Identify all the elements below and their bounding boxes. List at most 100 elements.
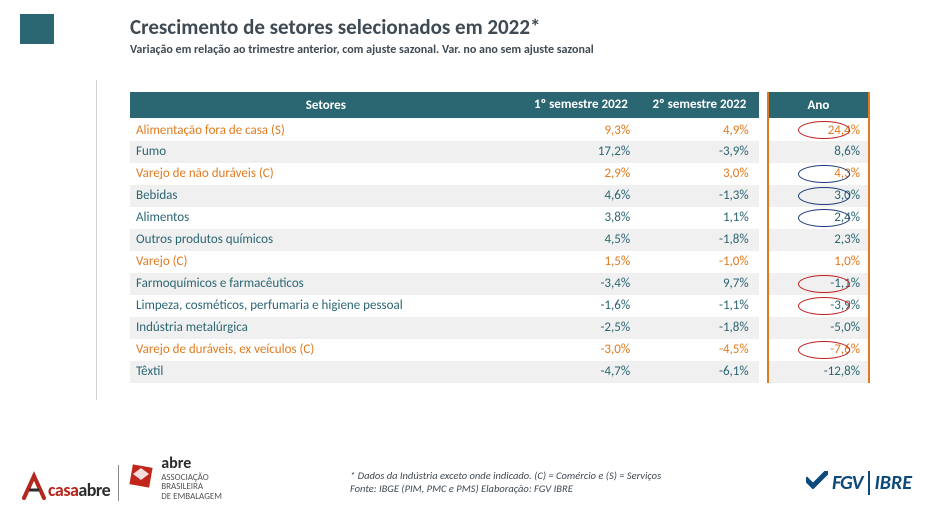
table-row: Varejo de duráveis, ex veículos (C)-3,0%… xyxy=(130,339,870,361)
logo-divider xyxy=(118,465,119,501)
cell-s1: 4,5% xyxy=(522,229,641,251)
sector-growth-table: Setores 1º semestre 2022 2º semestre 202… xyxy=(130,92,870,383)
vertical-divider xyxy=(96,80,97,400)
cell-s1: -1,6% xyxy=(522,295,641,317)
col-header-s1: 1º semestre 2022 xyxy=(522,92,641,119)
cell-label: Bebidas xyxy=(130,185,522,207)
cell-gap xyxy=(759,295,767,317)
cell-s1: 2,9% xyxy=(522,163,641,185)
cell-s1: -3,4% xyxy=(522,273,641,295)
cell-label: Farmoquímicos e farmacêuticos xyxy=(130,273,522,295)
cell-ano: -1,1% xyxy=(767,273,870,295)
abre-name: abre xyxy=(161,456,222,473)
table-row: Alimentos3,8%1,1% 2,4% xyxy=(130,207,870,229)
cell-ano: -3,9% xyxy=(767,295,870,317)
col-header-ano: Ano xyxy=(767,92,870,119)
table-row: Fumo17,2%-3,9%8,6% xyxy=(130,141,870,163)
cell-gap xyxy=(759,119,767,141)
cell-label: Varejo de duráveis, ex veículos (C) xyxy=(130,339,522,361)
casa-text: casa xyxy=(48,479,78,501)
cell-s1: 3,8% xyxy=(522,207,641,229)
table-row: Alimentação fora de casa (S)9,3%4,9% 24,4… xyxy=(130,119,870,141)
cell-s1: -2,5% xyxy=(522,317,641,339)
table-row: Farmoquímicos e farmacêuticos-3,4%9,7% -1… xyxy=(130,273,870,295)
cell-gap xyxy=(759,229,767,251)
cell-gap xyxy=(759,185,767,207)
col-header-s2: 2º semestre 2022 xyxy=(640,92,759,119)
cell-gap xyxy=(759,361,767,383)
cell-s2: -1,8% xyxy=(640,229,759,251)
cell-gap xyxy=(759,251,767,273)
table-row: Limpeza, cosméticos, perfumaria e higien… xyxy=(130,295,870,317)
cell-label: Alimentos xyxy=(130,207,522,229)
abre-sub3: DE EMBALAGEM xyxy=(161,491,222,502)
footnote-line2: Fonte: IBGE (PIM, PMC e PMS) Elaboração:… xyxy=(350,482,661,495)
table-row: Varejo de não duráveis (C)2,9%3,0% 4,3% xyxy=(130,163,870,185)
logos-left: casaabre abre ASSOCIAÇÃO BRASILEIRA DE E… xyxy=(20,456,222,501)
cell-s2: -1,1% xyxy=(640,295,759,317)
cell-ano: 2,3% xyxy=(767,229,870,251)
abre-cube-icon xyxy=(127,462,155,495)
cell-ano: 4,3% xyxy=(767,163,870,185)
cell-s2: 3,0% xyxy=(640,163,759,185)
table-row: Outros produtos químicos4,5%-1,8% 2,3% xyxy=(130,229,870,251)
cell-gap xyxy=(759,207,767,229)
table-header-row: Setores 1º semestre 2022 2º semestre 202… xyxy=(130,92,870,119)
page-subtitle: Variação em relação ao trimestre anterio… xyxy=(130,43,892,57)
cell-s2: -3,9% xyxy=(640,141,759,163)
cell-s1: 17,2% xyxy=(522,141,641,163)
table-row: Indústria metalúrgica-2,5%-1,8% -5,0% xyxy=(130,317,870,339)
fgv-text: FGV xyxy=(832,471,863,495)
cell-label: Varejo (C) xyxy=(130,251,522,273)
table-row: Varejo (C)1,5%-1,0%1,0% xyxy=(130,251,870,273)
cell-label: Varejo de não duráveis (C) xyxy=(130,163,522,185)
cell-label: Fumo xyxy=(130,141,522,163)
cell-ano: -12,8% xyxy=(767,361,870,383)
cell-label: Alimentação fora de casa (S) xyxy=(130,119,522,141)
casa-abre-icon xyxy=(20,470,48,501)
cell-s2: 9,7% xyxy=(640,273,759,295)
cell-s2: -1,3% xyxy=(640,185,759,207)
footer: casaabre abre ASSOCIAÇÃO BRASILEIRA DE E… xyxy=(20,453,912,501)
logo-casa-abre: casaabre xyxy=(20,470,110,501)
abre-text: abre xyxy=(78,479,110,501)
decorative-block xyxy=(20,14,54,44)
table-row: Bebidas4,6%-1,3% 3,0% xyxy=(130,185,870,207)
cell-ano: -7,6% xyxy=(767,339,870,361)
col-gap xyxy=(759,92,767,119)
cell-s2: 1,1% xyxy=(640,207,759,229)
page-title: Crescimento de setores selecionados em 2… xyxy=(130,14,892,40)
cell-gap xyxy=(759,163,767,185)
header: Crescimento de setores selecionados em 2… xyxy=(130,14,892,57)
cell-label: Limpeza, cosméticos, perfumaria e higien… xyxy=(130,295,522,317)
logo-fgv-ibre: FGV IBRE xyxy=(806,471,912,495)
cell-s1: 4,6% xyxy=(522,185,641,207)
cell-s1: 1,5% xyxy=(522,251,641,273)
cell-s1: -4,7% xyxy=(522,361,641,383)
cell-s2: -1,8% xyxy=(640,317,759,339)
cell-gap xyxy=(759,141,767,163)
footnote-line1: * Dados da Indústria exceto onde indicad… xyxy=(350,469,661,482)
cell-gap xyxy=(759,317,767,339)
cell-s1: 9,3% xyxy=(522,119,641,141)
cell-ano: -5,0% xyxy=(767,317,870,339)
cell-label: Outros produtos químicos xyxy=(130,229,522,251)
table-row: Têxtil-4,7%-6,1% -12,8% xyxy=(130,361,870,383)
cell-ano: 2,4% xyxy=(767,207,870,229)
cell-s1: -3,0% xyxy=(522,339,641,361)
ibre-text: IBRE xyxy=(868,471,912,495)
cell-gap xyxy=(759,339,767,361)
cell-label: Têxtil xyxy=(130,361,522,383)
ano-column-border-left xyxy=(767,92,769,383)
footnote: * Dados da Indústria exceto onde indicad… xyxy=(350,469,661,495)
col-header-setores: Setores xyxy=(130,92,522,119)
cell-ano: 3,0% xyxy=(767,185,870,207)
ano-column-border-right xyxy=(868,92,870,383)
cell-s2: -4,5% xyxy=(640,339,759,361)
cell-s2: 4,9% xyxy=(640,119,759,141)
cell-s2: -6,1% xyxy=(640,361,759,383)
cell-label: Indústria metalúrgica xyxy=(130,317,522,339)
cell-ano: 1,0% xyxy=(767,251,870,273)
cell-ano: 24,4% xyxy=(767,119,870,141)
fgv-check-icon xyxy=(806,471,828,495)
